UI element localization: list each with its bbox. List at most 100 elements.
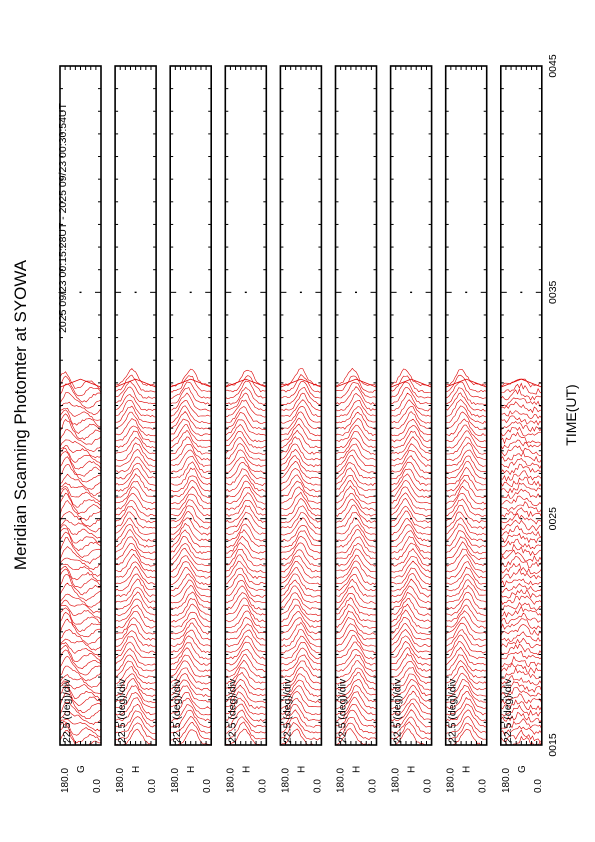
trace-line xyxy=(280,660,322,678)
trace-line xyxy=(500,519,542,532)
trace-line xyxy=(60,473,101,490)
trace-line xyxy=(390,535,432,554)
trace-line xyxy=(390,603,432,623)
panels: 180.0 0.0 G 22.5 (deg)/div 180.0 0.0 H 22.5 (de… xyxy=(59,65,544,793)
panel-ticks xyxy=(115,65,157,746)
trace-line xyxy=(170,567,212,586)
trace-line xyxy=(500,711,542,723)
trace-line xyxy=(500,729,542,743)
panel-labels: 180.0 0.0 H xyxy=(170,766,213,793)
y-tick-180: 180.0 xyxy=(336,768,347,793)
trace-line xyxy=(170,392,212,412)
trace-line xyxy=(115,561,157,579)
trace-line xyxy=(60,519,101,533)
trace-line xyxy=(445,430,487,449)
trace-line xyxy=(390,479,432,498)
trace-line xyxy=(500,426,542,437)
trace-line xyxy=(500,650,542,660)
trace-line xyxy=(170,461,212,479)
trace-line xyxy=(60,546,101,565)
panel-labels: 180.0 0.0 H xyxy=(280,766,323,793)
trace-line xyxy=(500,463,542,476)
y-tick-180: 180.0 xyxy=(280,768,291,793)
trace-line xyxy=(225,623,267,641)
trace-line xyxy=(445,678,487,697)
trace-line xyxy=(170,529,212,548)
trace-line xyxy=(335,671,377,691)
trace-line xyxy=(445,654,487,672)
trace-line xyxy=(280,592,322,610)
trace-line xyxy=(335,641,377,660)
trace-line xyxy=(225,716,267,734)
trace-line xyxy=(445,460,487,480)
trace-line xyxy=(115,456,157,474)
trace-line xyxy=(390,673,432,691)
trace-line xyxy=(280,406,322,424)
trace-line xyxy=(500,578,542,588)
trace-line xyxy=(60,439,101,453)
trace-line xyxy=(390,505,432,523)
trace-line xyxy=(115,636,157,654)
trace-line xyxy=(280,460,322,480)
trace-line xyxy=(335,679,377,697)
panel-traces xyxy=(115,368,157,745)
trace-line xyxy=(225,659,267,678)
trace-line xyxy=(500,476,542,488)
trace-line xyxy=(225,449,267,467)
trace-line xyxy=(500,401,542,414)
trace-line xyxy=(445,604,487,623)
trace-line xyxy=(390,524,432,542)
trace-line xyxy=(280,436,322,455)
trace-line xyxy=(225,499,267,517)
chart-title: Meridian Scanning Photomter at SYOWA xyxy=(11,259,30,570)
trace-line xyxy=(225,456,267,474)
trace-line xyxy=(500,735,542,745)
trace-line xyxy=(60,644,101,663)
trace-line xyxy=(60,378,101,388)
trace-line xyxy=(280,703,322,721)
trace-line xyxy=(115,697,157,716)
x-tick-label: 0045 xyxy=(547,54,559,78)
trace-line xyxy=(60,607,101,625)
trace-line xyxy=(280,654,322,672)
trace-line xyxy=(335,709,377,728)
trace-line xyxy=(60,568,101,589)
trace-line xyxy=(390,572,432,592)
trace-line xyxy=(60,401,101,416)
trace-line xyxy=(445,561,487,579)
trace-line xyxy=(280,423,322,442)
trace-line xyxy=(390,567,432,585)
trace-line xyxy=(445,369,487,386)
trace-line xyxy=(390,455,432,473)
trace-line xyxy=(335,717,377,734)
trace-line xyxy=(115,573,157,592)
trace-line xyxy=(445,455,487,474)
trace-line xyxy=(225,430,267,449)
trace-line xyxy=(115,673,157,691)
trace-line xyxy=(335,454,377,474)
y-tick-0: 0.0 xyxy=(423,779,434,793)
trace-line xyxy=(115,641,157,660)
y-tick-180: 180.0 xyxy=(391,768,402,793)
trace-line xyxy=(445,424,487,442)
trace-line xyxy=(225,678,267,697)
trace-line xyxy=(60,391,101,409)
trace-line xyxy=(390,405,432,424)
trace-line xyxy=(225,585,267,604)
trace-line xyxy=(500,410,542,420)
trace-line xyxy=(115,528,157,548)
trace-line xyxy=(390,698,432,716)
panel-1: 180.0 0.0 G 22.5 (deg)/div xyxy=(59,65,103,793)
trace-line xyxy=(445,530,487,548)
trace-line xyxy=(115,685,157,703)
trace-line xyxy=(170,697,212,716)
trace-line xyxy=(390,468,432,486)
trace-line xyxy=(445,541,487,561)
trace-line xyxy=(60,599,101,614)
trace-line xyxy=(445,474,487,492)
trace-line xyxy=(225,691,267,710)
trace-line xyxy=(335,418,377,437)
trace-line xyxy=(60,730,101,745)
trace-line xyxy=(445,696,487,716)
trace-line xyxy=(115,666,157,684)
